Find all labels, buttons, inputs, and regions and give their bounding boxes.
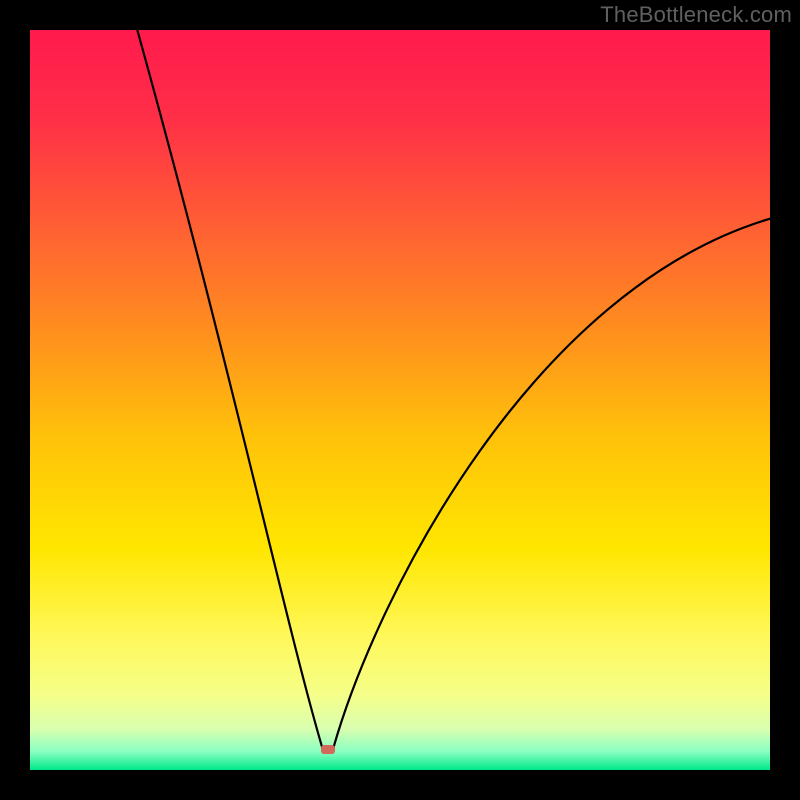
chart-container: TheBottleneck.com: [0, 0, 800, 800]
apex-marker: [321, 745, 335, 754]
watermark-text: TheBottleneck.com: [600, 2, 792, 28]
gradient-rect: [30, 30, 770, 770]
gradient-background: [30, 30, 770, 770]
plot-area: [30, 30, 770, 770]
